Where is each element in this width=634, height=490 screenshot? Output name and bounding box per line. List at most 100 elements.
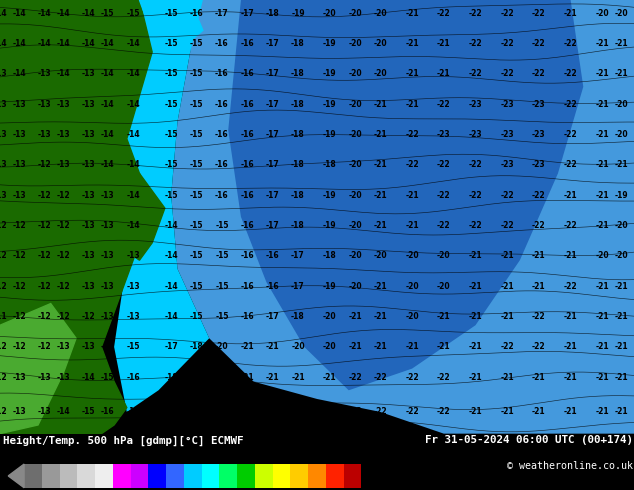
Text: -11: -11 [0,312,7,321]
Text: -21: -21 [373,130,387,139]
Text: -23: -23 [500,160,514,169]
Text: -15: -15 [190,251,204,260]
Text: -22: -22 [500,343,514,351]
Text: -21: -21 [595,373,609,382]
Text: -16: -16 [240,312,254,321]
Text: -15: -15 [164,8,178,18]
Text: -12: -12 [56,191,70,199]
Polygon shape [0,304,76,434]
Text: -17: -17 [240,8,254,18]
Text: -21: -21 [215,408,229,416]
Text: -13: -13 [0,99,7,109]
Text: -21: -21 [266,343,280,351]
Text: -17: -17 [266,191,280,199]
Text: -18: -18 [291,191,305,199]
Text: -22: -22 [348,373,362,382]
Text: -20: -20 [405,282,419,291]
Text: -19: -19 [323,39,337,48]
Text: -20: -20 [437,282,451,291]
Text: -21: -21 [614,343,628,351]
Text: -13: -13 [37,99,51,109]
Text: -15: -15 [190,191,204,199]
Text: -14: -14 [12,39,26,48]
Text: -15: -15 [164,39,178,48]
Text: -20: -20 [614,221,628,230]
Text: -15: -15 [126,343,140,351]
Text: -14: -14 [37,8,51,18]
Text: -13: -13 [82,221,96,230]
Text: -16: -16 [266,282,280,291]
Text: -21: -21 [500,312,514,321]
Polygon shape [8,464,24,488]
Text: -16: -16 [126,373,140,382]
Text: -22: -22 [323,408,337,416]
Text: -15: -15 [215,251,229,260]
Text: -14: -14 [101,130,115,139]
Text: -14: -14 [12,8,26,18]
Text: -17: -17 [215,8,229,18]
Text: -21: -21 [614,312,628,321]
Text: -14: -14 [101,99,115,109]
Text: -13: -13 [12,408,26,416]
Text: -21: -21 [373,221,387,230]
Text: -20: -20 [348,251,362,260]
Text: -20: -20 [595,8,609,18]
Text: -21: -21 [373,343,387,351]
Text: -17: -17 [291,251,305,260]
Text: -22: -22 [564,221,578,230]
Text: -16: -16 [101,408,115,416]
Text: Height/Temp. 500 hPa [gdmp][°C] ECMWF: Height/Temp. 500 hPa [gdmp][°C] ECMWF [3,435,243,445]
Text: -14: -14 [164,251,178,260]
Bar [148,464,166,488]
Text: -18: -18 [291,39,305,48]
Text: -14: -14 [12,69,26,78]
Bar [255,464,273,488]
Text: -20: -20 [437,251,451,260]
Text: -13: -13 [82,282,96,291]
Text: -23: -23 [469,130,482,139]
Text: -19: -19 [323,130,337,139]
Text: -22: -22 [469,69,482,78]
Text: -21: -21 [240,408,254,416]
Text: -21: -21 [469,408,482,416]
Text: -16: -16 [240,160,254,169]
Text: -12: -12 [0,408,7,416]
Text: -13: -13 [82,251,96,260]
Text: -21: -21 [532,282,546,291]
Text: -12: -12 [37,221,51,230]
Text: -13: -13 [12,99,26,109]
Text: -21: -21 [405,39,419,48]
Text: -21: -21 [469,251,482,260]
Text: -20: -20 [373,8,387,18]
Text: -21: -21 [595,191,609,199]
Text: -22: -22 [437,408,451,416]
Text: -23: -23 [532,99,546,109]
Polygon shape [139,0,203,52]
Polygon shape [171,0,634,434]
Text: -20: -20 [348,221,362,230]
Text: -18: -18 [291,99,305,109]
Text: -19: -19 [323,282,337,291]
Text: -20: -20 [614,99,628,109]
Text: -20: -20 [348,39,362,48]
Text: -20: -20 [373,39,387,48]
Text: -16: -16 [215,99,229,109]
Text: -15: -15 [190,39,204,48]
Text: -21: -21 [595,160,609,169]
Text: -20: -20 [348,8,362,18]
Bar [77,464,95,488]
Text: -21: -21 [614,282,628,291]
Text: -21: -21 [595,69,609,78]
Text: -22: -22 [469,39,482,48]
Text: -22: -22 [405,408,419,416]
Text: -21: -21 [595,130,609,139]
Text: -14: -14 [126,191,140,199]
Text: -13: -13 [126,312,140,321]
Text: -21: -21 [564,373,578,382]
Text: Fr 31-05-2024 06:00 UTC (00+174): Fr 31-05-2024 06:00 UTC (00+174) [425,435,633,445]
Text: -22: -22 [405,130,419,139]
Text: -12: -12 [56,282,70,291]
Text: -14: -14 [56,408,70,416]
Text: -21: -21 [532,251,546,260]
Text: -15: -15 [190,69,204,78]
